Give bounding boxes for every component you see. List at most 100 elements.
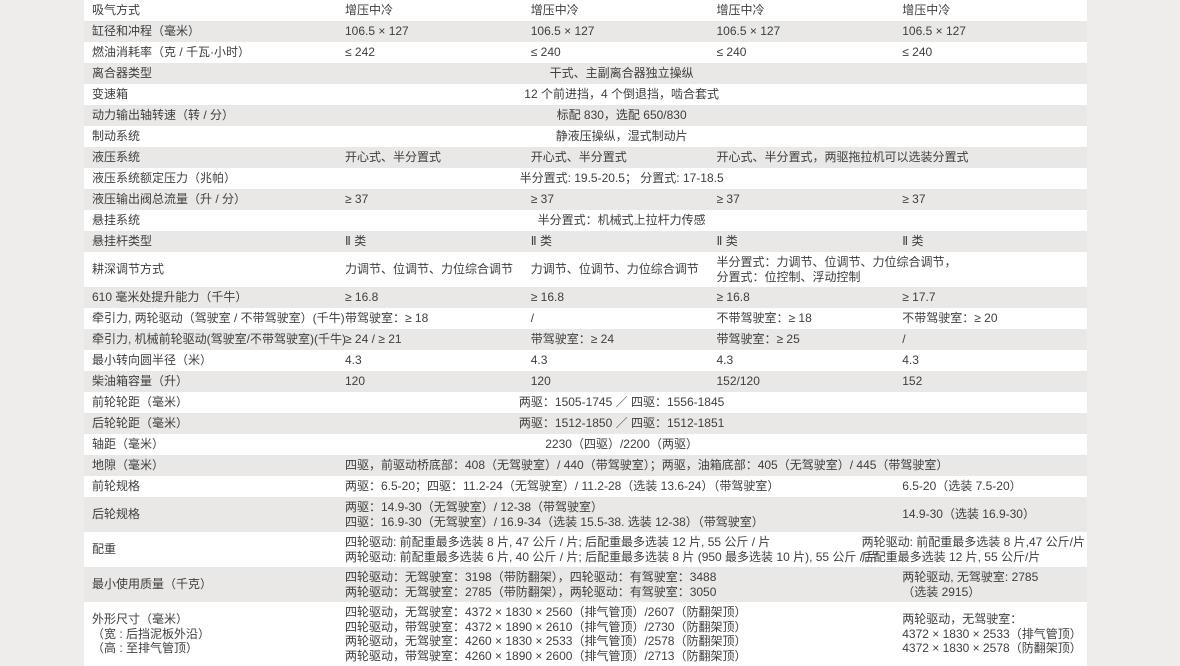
table-row: 610 毫米处提升能力（千牛） ≥ 16.8 ≥ 16.8 ≥ 16.8 ≥ 17.7	[84, 287, 1087, 308]
table-row: 前轮轮距（毫米） 两驱：1505-1745 ／ 四驱：1556-1845	[84, 392, 1087, 413]
spec-value-line: 增压中冷	[530, 3, 579, 18]
spec-value: 带驾驶室：≥ 18	[344, 308, 530, 329]
spec-value-line: 4.3	[345, 353, 362, 368]
spec-value: ≤ 240	[716, 42, 902, 63]
spec-label: 吸气方式	[84, 0, 344, 21]
spec-label-line: 后轮规格	[92, 507, 141, 522]
spec-value: ≤ 242	[344, 42, 530, 63]
table-row: 液压系统额定压力（兆帕） 半分置式: 19.5-20.5； 分置式: 17-18.…	[84, 168, 1087, 189]
spec-value-line: ≥ 16.8	[345, 290, 379, 305]
spec-value: 两驱：6.5-20；四驱：11.2-24（无驾驶室）/ 11.2-28（选装 1…	[344, 476, 901, 497]
spec-label: 变速箱	[84, 84, 344, 105]
spec-label: 前轮规格	[84, 476, 344, 497]
spec-value-line: 两轮驱动: 前配重最多选装 6 片, 40 公斤 / 片; 后配重最多选装 8 …	[345, 549, 879, 564]
spec-value: 两驱：1512-1850 ／ 四驱：1512-1851	[344, 413, 901, 434]
spec-label-line: 悬挂系统	[92, 213, 141, 228]
table-row: 后轮规格 两驱：14.9-30（无驾驶室）/ 12-38（带驾驶室） 四驱：16.9…	[84, 497, 1087, 532]
spec-label-line: 耕深调节方式	[92, 262, 165, 277]
spec-value-line: 14.9-30（选装 16.9-30）	[902, 507, 1035, 522]
spec-label-line: 液压系统	[92, 150, 141, 165]
spec-value-line: 两轮驱动: 前配重最多选装 8 片,47 公斤/片	[861, 535, 1085, 549]
spec-value: 2230（四驱）/2200（两驱）	[344, 434, 901, 455]
spec-value: 106.5 × 127	[716, 21, 902, 42]
spec-value: Ⅱ 类	[901, 231, 1087, 252]
spec-value-line: 干式、主副离合器独立操纵	[549, 66, 694, 81]
spec-label-line: 配重	[92, 542, 117, 557]
spec-value: 半分置式：机械式上拉杆力传感	[344, 210, 901, 231]
spec-value: ≥ 37	[716, 189, 902, 210]
spec-value-line: 两轮驱动，无驾驶室：	[902, 612, 1023, 627]
spec-label: 最小转向圆半径（米）	[84, 350, 344, 371]
spec-value-line: 半分置式: 19.5-20.5； 分置式: 17-18.5	[519, 171, 724, 186]
spec-value-line: 增压中冷	[902, 3, 951, 18]
table-row: 悬挂杆类型 Ⅱ 类 Ⅱ 类 Ⅱ 类 Ⅱ 类	[84, 231, 1087, 252]
spec-value: 两驱：1505-1745 ／ 四驱：1556-1845	[344, 392, 901, 413]
table-row: 制动系统 静液压操纵，湿式制动片	[84, 126, 1087, 147]
spec-value-line: 4.3	[902, 353, 919, 368]
spec-value-line: 4.3	[716, 353, 734, 368]
spec-value-line: 力调节、位调节、力位综合调节	[530, 262, 699, 277]
spec-label-line: 外形尺寸（毫米）	[92, 612, 189, 627]
spec-value-line: 半分置式：机械式上拉杆力传感	[537, 213, 706, 228]
spec-value-line: 不带驾驶室：≥ 18	[716, 311, 812, 326]
spec-value: 带驾驶室：≥ 24	[530, 329, 716, 350]
spec-value: 带驾驶室：≥ 25	[716, 329, 902, 350]
spec-value: ≥ 37	[344, 189, 530, 210]
spec-value: 152/120	[716, 371, 902, 392]
table-row: 悬挂系统 半分置式：机械式上拉杆力传感	[84, 210, 1087, 231]
spec-value-line: 增压中冷	[716, 3, 765, 18]
spec-value-line: ≥ 37	[716, 192, 740, 207]
spec-value: 4.3	[901, 350, 1087, 371]
spec-label: 液压系统额定压力（兆帕）	[84, 168, 344, 189]
spec-value-line: 152/120	[716, 374, 760, 389]
spec-value-line: ≤ 240	[530, 45, 561, 60]
spec-label-line: 吸气方式	[92, 3, 141, 18]
spec-value: 两轮驱动，无驾驶室： 4372 × 1830 × 2533（排气管顶） 4372 ×…	[901, 609, 1087, 659]
table-row: 缸径和冲程（毫米） 106.5 × 127 106.5 × 127 106.5 × 1…	[84, 21, 1087, 42]
spec-label-line: 最小使用质量（千克）	[92, 577, 213, 592]
spec-table: 吸气方式 增压中冷 增压中冷 增压中冷 增压中冷 缸径和冲程（毫米） 106.5 × 127…	[84, 0, 1087, 666]
spec-value-line: 两驱：1505-1745 ／ 四驱：1556-1845	[518, 395, 725, 410]
spec-label: 耕深调节方式	[84, 259, 344, 280]
spec-value-line: 6.5-20（选装 7.5-20）	[902, 479, 1022, 494]
spec-value: 4.3	[344, 350, 530, 371]
spec-label-line: 前轮规格	[92, 479, 141, 494]
spec-value: ≥ 37	[530, 189, 716, 210]
spec-value-line: 四轮驱动，带驾驶室：4372 × 1890 × 2610（排气管顶）/2730（…	[345, 619, 747, 634]
spec-value: 标配 830，选配 650/830	[344, 105, 901, 126]
spec-value: 增压中冷	[716, 0, 902, 21]
spec-label-line: 后轮轮距（毫米）	[92, 416, 189, 431]
spec-value: 增压中冷	[901, 0, 1087, 21]
spec-value-line: /	[902, 332, 906, 347]
spec-value	[901, 71, 1087, 77]
table-row: 燃油消耗率（克 / 千瓦·小时） ≤ 242 ≤ 240 ≤ 240 ≤ 240	[84, 42, 1087, 63]
spec-value: 半分置式: 19.5-20.5； 分置式: 17-18.5	[344, 168, 901, 189]
spec-value: 增压中冷	[344, 0, 530, 21]
spec-value: 增压中冷	[530, 0, 716, 21]
table-row: 配重 四轮驱动: 前配重最多选装 8 片, 47 公斤 / 片; 后配重最多选装 …	[84, 532, 1087, 567]
table-row: 吸气方式 增压中冷 增压中冷 增压中冷 增压中冷	[84, 0, 1087, 21]
spec-value-line: 两轮驱动, 无驾驶室: 2785	[902, 570, 1039, 584]
spec-value: Ⅱ 类	[716, 231, 902, 252]
spec-value: 不带驾驶室：≥ 20	[901, 308, 1087, 329]
spec-value: ≥ 16.8	[716, 287, 902, 308]
spec-value-line: 106.5 × 127	[345, 24, 409, 39]
table-row: 地隙（毫米） 四驱，前驱动桥底部：408（无驾驶室）/ 440（带驾驶室）；两驱，…	[84, 455, 1087, 476]
spec-value: 不带驾驶室：≥ 18	[716, 308, 902, 329]
spec-value: ≥ 16.8	[530, 287, 716, 308]
spec-label-line: 轴距（毫米）	[92, 437, 165, 452]
spec-label-line: 地隙（毫米）	[92, 458, 165, 473]
spec-label: 燃油消耗率（克 / 千瓦·小时）	[84, 42, 344, 63]
spec-label: 缸径和冲程（毫米）	[84, 21, 344, 42]
spec-value-line: 两轮驱动：无驾驶室：2785（带防翻架），两轮驱动：有驾驶室：3050	[345, 584, 717, 599]
spec-value-line: 带驾驶室：≥ 18	[345, 311, 429, 326]
spec-value-line: 两轮驱动，无驾驶室：4260 × 1830 × 2533（排气管顶）/2578（…	[345, 634, 747, 648]
spec-value-line: 两轮驱动，带驾驶室：4260 × 1890 × 2600（排气管顶）/2713（…	[345, 648, 747, 663]
spec-label-line: 制动系统	[92, 129, 141, 144]
spec-value-line: （选装 2915）	[902, 584, 981, 599]
spec-label-line: （宽 : 后挡泥板外沿）	[92, 626, 211, 641]
spec-value-line: 106.5 × 127	[716, 24, 781, 39]
spec-label: 液压系统	[84, 147, 344, 168]
spec-value-line: 4372 × 1830 × 2578（防翻架顶）	[902, 641, 1082, 656]
spec-value: 四轮驱动，无驾驶室：4372 × 1830 × 2560（排气管顶）/2607（…	[344, 602, 901, 666]
